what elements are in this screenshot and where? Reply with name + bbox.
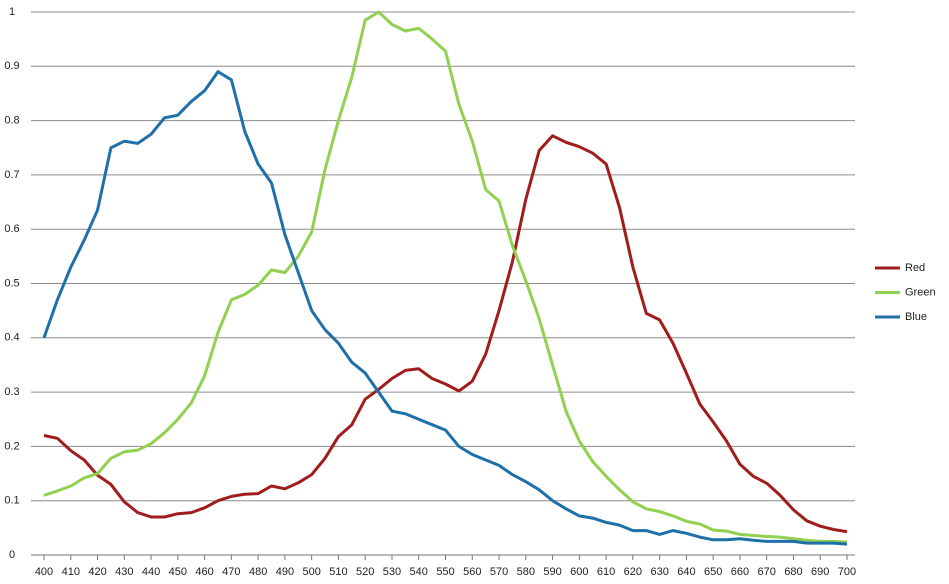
y-tick-label: 0 [9,549,15,561]
series-line [43,10,848,544]
x-tick-label: 490 [276,566,294,578]
y-tick-label: 0.3 [4,386,19,398]
x-tick-label: 450 [169,566,187,578]
x-tick-label: 700 [838,566,856,578]
x-tick-label: 610 [597,566,615,578]
y-tick-label: 0.9 [4,60,19,72]
y-tick-label: 0.1 [4,495,19,507]
x-tick-label: 670 [758,566,776,578]
x-tick-label: 560 [463,566,481,578]
y-tick-label: 0.7 [4,169,19,181]
series-line [43,134,848,534]
x-tick-label: 590 [543,566,561,578]
y-tick-label: 0.5 [4,277,19,289]
legend-label: Blue [905,311,927,323]
x-tick-label: 500 [302,566,320,578]
x-tick-label: 460 [195,566,213,578]
y-tick-label: 0.2 [4,440,19,452]
x-tick-label: 630 [650,566,668,578]
x-tick-label: 600 [570,566,588,578]
x-tick-label: 640 [677,566,695,578]
x-tick-label: 540 [410,566,428,578]
x-tick-label: 680 [784,566,802,578]
legend-label: Red [905,262,925,274]
x-tick-label: 430 [115,566,133,578]
x-tick-label: 580 [517,566,535,578]
x-tick-label: 510 [329,566,347,578]
series-line [42,70,848,546]
y-tick-label: 0.4 [4,332,19,344]
legend-label: Green [905,286,936,298]
x-tick-label: 530 [383,566,401,578]
x-tick-label: 520 [356,566,374,578]
y-tick-label: 0.6 [4,223,19,235]
x-tick-label: 400 [35,566,53,578]
x-tick-label: 660 [731,566,749,578]
x-tick-label: 690 [811,566,829,578]
x-tick-label: 470 [222,566,240,578]
y-tick-label: 0.8 [4,115,19,127]
x-tick-label: 620 [624,566,642,578]
y-tick-label: 1 [9,6,15,18]
x-tick-label: 570 [490,566,508,578]
x-tick-label: 550 [436,566,454,578]
x-tick-label: 650 [704,566,722,578]
x-tick-label: 440 [142,566,160,578]
x-tick-label: 410 [62,566,80,578]
x-tick-label: 480 [249,566,267,578]
x-tick-label: 420 [88,566,106,578]
